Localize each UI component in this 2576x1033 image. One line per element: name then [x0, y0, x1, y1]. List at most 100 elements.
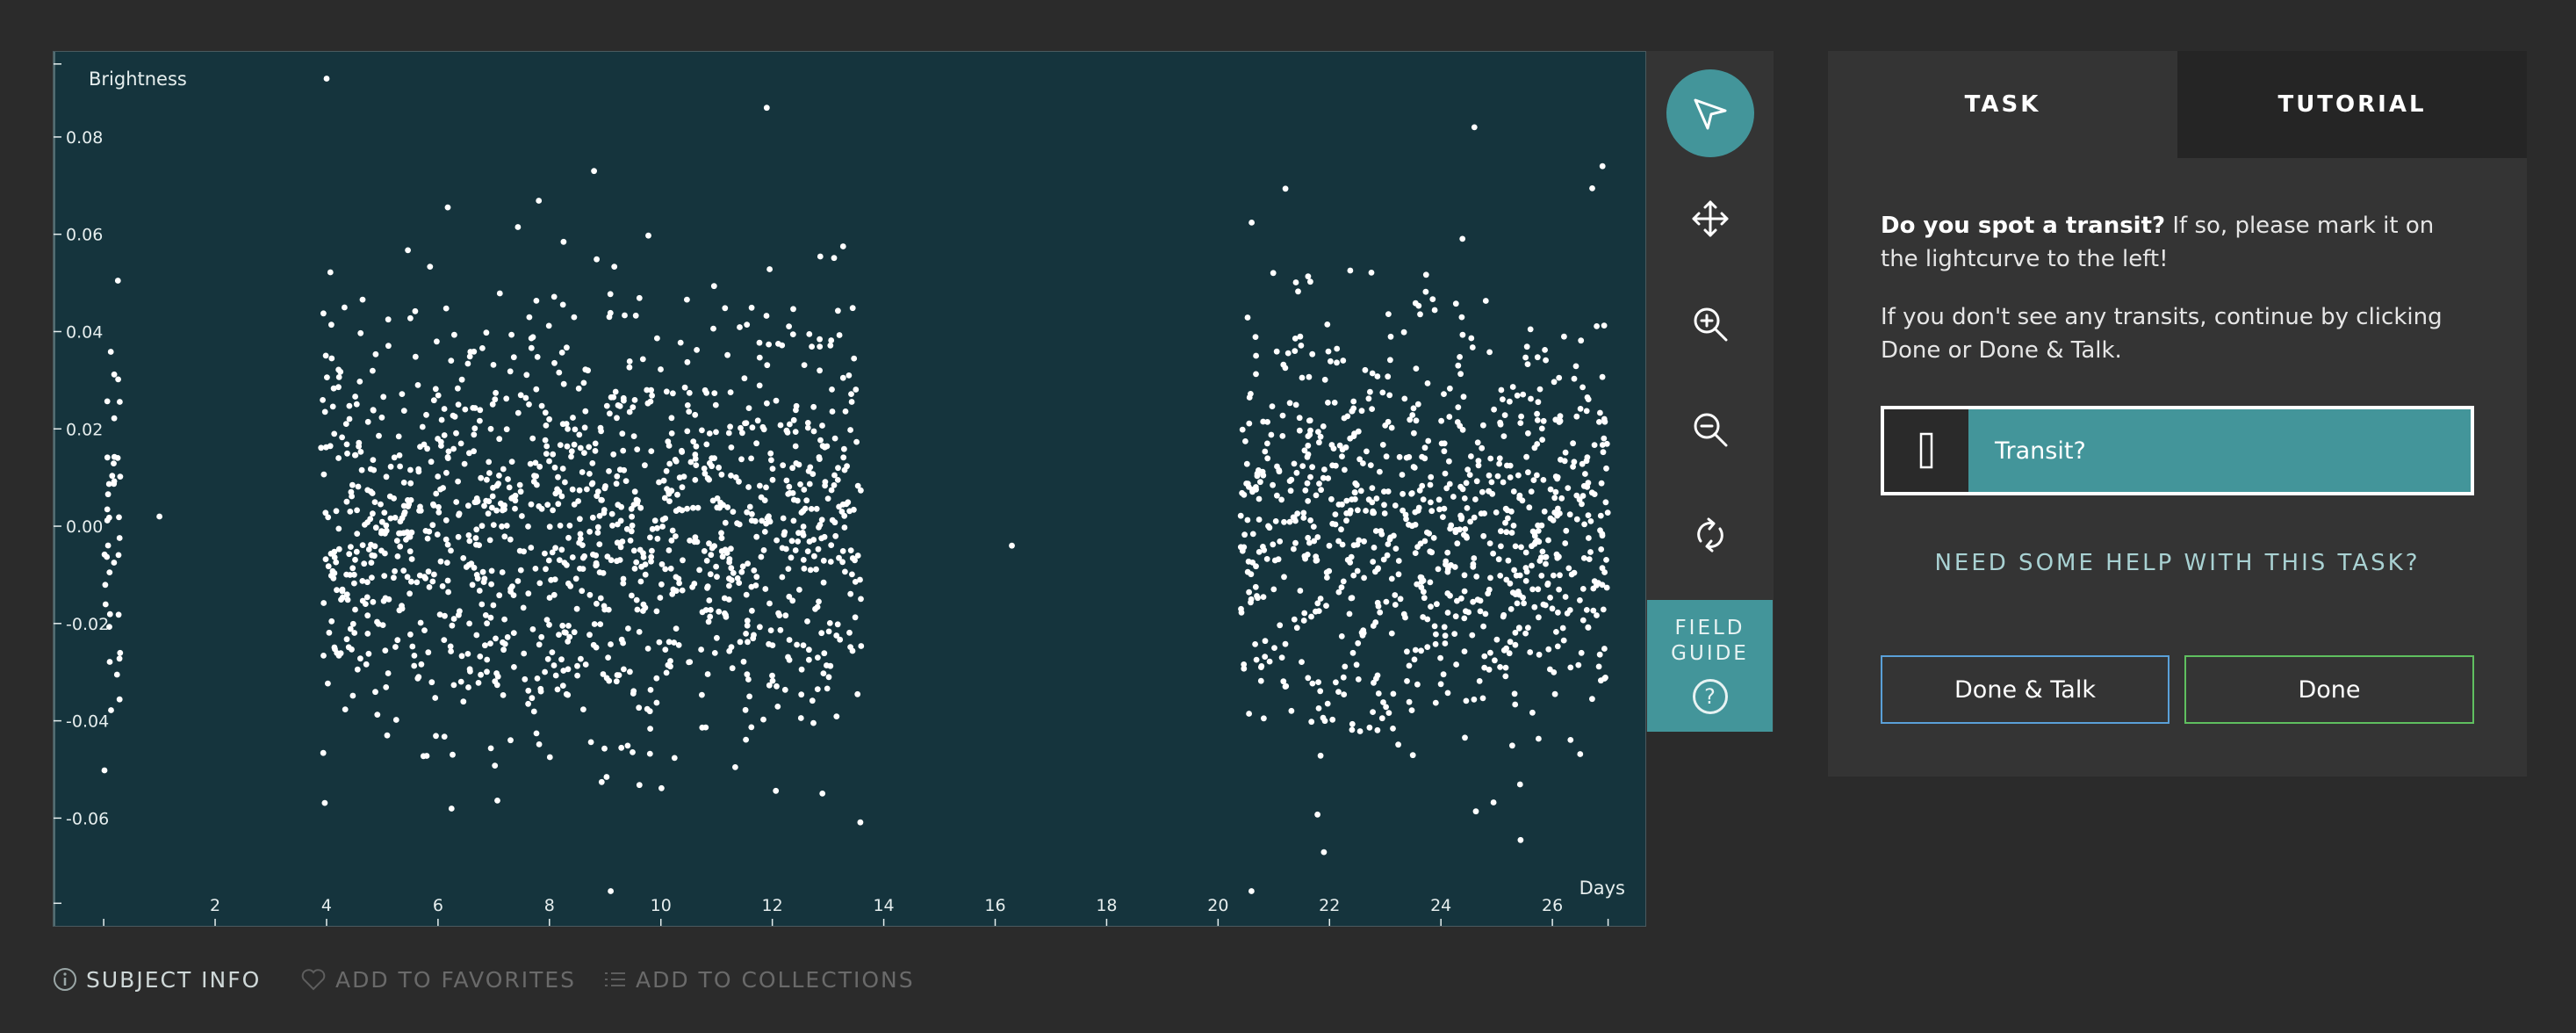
- subject-info-link[interactable]: SUBJECT INFO: [53, 962, 261, 997]
- data-point: [1463, 480, 1470, 487]
- data-point: [352, 451, 359, 459]
- data-point: [1244, 516, 1251, 524]
- data-point: [839, 559, 845, 566]
- y-tick-label: -0.04: [66, 712, 109, 732]
- data-point: [601, 606, 608, 613]
- data-point: [614, 473, 621, 480]
- data-point: [1313, 608, 1319, 615]
- tab-tutorial[interactable]: TUTORIAL: [2177, 51, 2527, 158]
- data-point: [106, 569, 113, 575]
- data-point: [1553, 551, 1560, 558]
- data-point: [1356, 537, 1363, 544]
- data-point: [559, 466, 566, 472]
- data-point: [464, 360, 471, 367]
- data-point: [435, 392, 442, 399]
- done-button[interactable]: Done: [2184, 655, 2474, 724]
- x-axis-label: Days: [1579, 878, 1625, 899]
- data-point: [738, 568, 745, 575]
- data-point: [1507, 398, 1513, 405]
- data-point: [722, 519, 729, 526]
- data-point: [1324, 574, 1330, 581]
- field-guide-button[interactable]: FIELD GUIDE ?: [1647, 600, 1773, 732]
- pointer-tool-button[interactable]: [1666, 69, 1754, 157]
- data-point: [1241, 661, 1248, 668]
- data-point: [1298, 343, 1305, 349]
- data-point: [444, 455, 451, 461]
- data-point: [1491, 406, 1497, 413]
- data-point: [775, 341, 781, 347]
- data-point: [106, 514, 112, 521]
- data-point: [108, 707, 114, 713]
- data-point: [693, 443, 700, 450]
- task-panel: TASK TUTORIAL Do you spot a transit? If …: [1828, 51, 2527, 777]
- lightcurve-svg[interactable]: 0.080.060.040.020.00-0.02-0.04-0.062 4 6 8 1…: [54, 52, 1646, 927]
- data-point: [820, 579, 827, 586]
- data-point: [751, 567, 758, 574]
- data-point: [456, 510, 463, 517]
- data-point: [1528, 395, 1534, 402]
- data-point: [397, 463, 403, 470]
- data-point: [1554, 475, 1560, 482]
- tab-task[interactable]: TASK: [1828, 51, 2177, 158]
- data-point: [493, 507, 500, 514]
- data-point: [1522, 630, 1529, 637]
- data-point: [1320, 714, 1327, 721]
- data-point: [741, 375, 748, 382]
- data-point: [1268, 431, 1275, 438]
- data-point: [412, 307, 419, 314]
- data-point: [593, 562, 600, 569]
- data-point: [839, 501, 846, 508]
- add-to-favorites-link[interactable]: ADD TO FAVORITES: [300, 962, 576, 997]
- data-point: [686, 408, 693, 415]
- data-point: [548, 576, 554, 583]
- transit-tool-option[interactable]: Transit?: [1881, 406, 2474, 495]
- data-point: [1300, 515, 1307, 521]
- zoom-out-button[interactable]: [1666, 386, 1754, 473]
- data-point: [702, 607, 709, 613]
- data-point: [1378, 715, 1385, 722]
- data-point: [586, 444, 593, 451]
- data-point: [604, 553, 611, 560]
- reset-button[interactable]: [1666, 491, 1754, 579]
- data-point: [1388, 630, 1395, 637]
- done-and-talk-button[interactable]: Done & Talk: [1881, 655, 2169, 724]
- data-point: [684, 505, 690, 512]
- data-point: [603, 774, 610, 780]
- data-point: [477, 417, 483, 424]
- data-point: [512, 505, 518, 512]
- data-point: [786, 323, 792, 329]
- help-link[interactable]: NEED SOME HELP WITH THIS TASK?: [1934, 550, 2421, 576]
- data-point: [1567, 737, 1574, 743]
- data-point: [419, 423, 426, 430]
- data-point: [614, 539, 621, 546]
- data-point: [594, 600, 600, 607]
- data-point: [1555, 505, 1561, 512]
- zoom-in-button[interactable]: [1666, 280, 1754, 368]
- data-point: [545, 322, 552, 329]
- data-point: [841, 445, 847, 452]
- data-point: [1440, 514, 1446, 520]
- data-point: [354, 531, 361, 537]
- lightcurve-plot[interactable]: 0.08 0.06 0.04 0.02 0.00 -0.02 -0.04 -0.06 2 4 6 8 1…: [53, 51, 1646, 927]
- data-point: [1343, 497, 1350, 504]
- data-point: [644, 705, 651, 712]
- data-point: [754, 417, 761, 424]
- data-point: [320, 471, 327, 478]
- data-point: [1365, 395, 1372, 402]
- data-point: [673, 625, 680, 632]
- move-tool-button[interactable]: [1666, 175, 1754, 263]
- data-point: [798, 666, 805, 673]
- data-point: [593, 552, 600, 559]
- data-point: [623, 525, 630, 532]
- data-point: [1525, 625, 1531, 631]
- data-point: [1436, 506, 1443, 513]
- data-point: [483, 329, 490, 336]
- data-point: [571, 501, 578, 508]
- data-point: [686, 389, 693, 396]
- data-point: [749, 424, 756, 431]
- data-point: [528, 501, 535, 508]
- data-point: [1567, 664, 1574, 671]
- add-to-collections-link[interactable]: ADD TO COLLECTIONS: [602, 962, 915, 997]
- data-point: [766, 518, 774, 525]
- data-point: [411, 662, 418, 669]
